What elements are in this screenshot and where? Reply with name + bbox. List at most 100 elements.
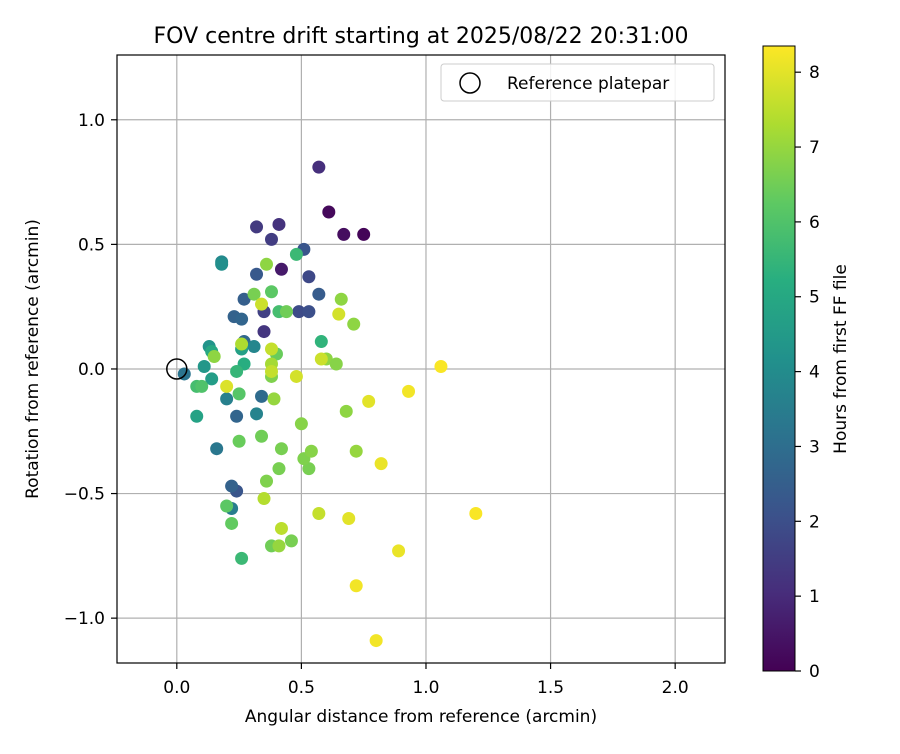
data-point [347,317,361,331]
reference-platepar-marker [166,358,188,380]
chart-title: FOV centre drift starting at 2025/08/22 … [154,24,689,49]
data-point [289,369,303,383]
data-point [220,499,234,513]
data-point [284,534,298,548]
data-point [250,407,264,421]
y-tick-label: 1.0 [78,111,105,131]
data-point [337,227,351,241]
data-point [264,364,278,378]
data-point [215,257,229,271]
data-point [197,359,211,373]
data-point [312,287,326,301]
data-point [349,444,363,458]
grid-lines [117,55,725,663]
data-point [220,392,234,406]
data-point [402,384,416,398]
colorbar-tick-label: 4 [809,363,820,383]
data-point [250,267,264,281]
data-point [250,220,264,234]
colorbar-tick-label: 5 [809,288,820,308]
data-point [235,312,249,326]
data-point [329,357,343,371]
data-point [210,442,224,456]
x-tick-label: 2.0 [662,678,689,698]
x-tick-label: 0.5 [288,678,315,698]
data-point [255,297,269,311]
data-point [369,634,383,648]
y-axis-ticks: −1.0 −0.5 0.0 0.5 1.0 [64,111,117,629]
data-point [235,551,249,565]
data-point [312,506,326,520]
data-point [247,340,261,354]
data-points [177,160,483,648]
data-point [205,372,219,386]
y-axis-label: Rotation from reference (arcmin) [23,219,43,499]
data-point [302,270,316,284]
data-point [190,409,204,423]
legend-box [440,63,715,102]
data-point [195,379,209,393]
x-tick-label: 1.5 [537,678,564,698]
data-point [274,442,288,456]
data-point [225,516,239,530]
data-point [357,227,371,241]
x-axis-label: Angular distance from reference (arcmin) [245,707,597,727]
data-point [257,325,271,339]
y-tick-label: −0.5 [64,485,105,505]
data-point [225,479,239,493]
data-point [334,292,348,306]
data-point [207,350,221,364]
data-point [374,457,388,471]
colorbar-tick-label: 8 [809,63,820,83]
data-point [274,262,288,276]
data-point [257,492,271,506]
data-point [272,217,286,231]
data-point [264,232,278,246]
data-point [264,285,278,299]
data-point [247,287,261,301]
legend: Reference platepar [440,63,715,102]
data-point [220,379,234,393]
data-point [235,337,249,351]
colorbar-tick-label: 3 [809,437,820,457]
y-tick-label: 0.5 [78,235,105,255]
x-tick-label: 1.0 [412,678,439,698]
data-point [255,389,269,403]
data-point [237,292,251,306]
data-point [302,305,316,319]
data-point [274,521,288,535]
y-tick-label: −1.0 [64,609,105,629]
data-point [232,387,246,401]
y-tick-label: 0.0 [78,360,105,380]
data-point [272,462,286,476]
x-axis-ticks: 0.0 0.5 1.0 1.5 2.0 [163,663,689,698]
data-point [314,352,328,366]
data-point [342,511,356,525]
data-point [292,305,306,319]
data-point [339,404,353,418]
colorbar-tick-label: 1 [809,587,820,607]
data-point [362,394,376,408]
data-point [230,409,244,423]
data-point [255,429,269,443]
data-point [177,367,191,381]
legend-label-reference-platepar: Reference platepar [507,74,669,94]
data-point [267,392,281,406]
x-tick-label: 0.0 [163,678,190,698]
colorbar-tick-label: 0 [809,662,820,682]
data-point [289,247,303,261]
colorbar-tick-label: 7 [809,138,820,158]
data-point [279,305,293,319]
data-point [312,160,326,174]
data-point [314,335,328,349]
data-point [294,417,308,431]
legend-hollow-circle-icon [459,72,481,94]
colorbar-label: Hours from first FF file [831,264,851,454]
data-point [469,506,483,520]
data-point [232,434,246,448]
colorbar-tick-label: 2 [809,512,820,532]
data-point [260,474,274,488]
data-point [434,359,448,373]
colorbar [762,45,796,672]
